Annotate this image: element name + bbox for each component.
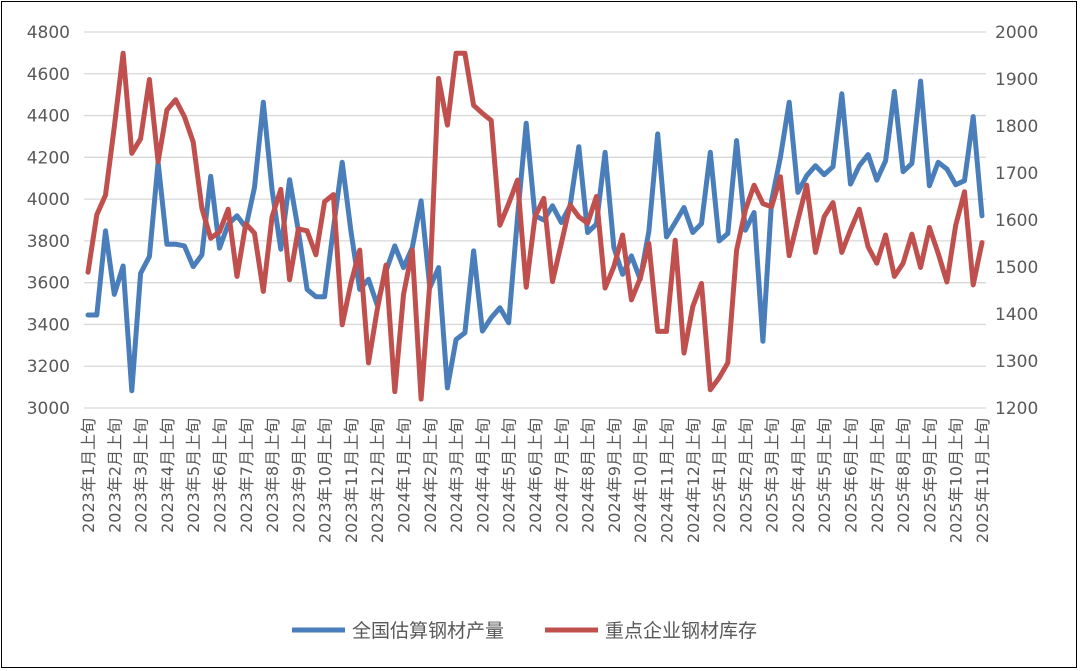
x-tick-label: 2024年4月上旬 xyxy=(473,418,492,533)
x-tick-label: 2025年2月上旬 xyxy=(736,418,755,533)
x-tick-label: 2024年11月上旬 xyxy=(657,418,676,543)
x-tick-label: 2025年3月上旬 xyxy=(763,418,782,533)
x-tick-label: 2024年8月上旬 xyxy=(579,418,598,533)
legend-label-inventory: 重点企业钢材库存 xyxy=(605,620,757,642)
x-tick-label: 2023年1月上旬 xyxy=(79,418,98,533)
right-tick-label: 1300 xyxy=(995,352,1038,372)
x-tick-label: 2024年1月上旬 xyxy=(395,418,414,533)
x-tick-label: 2024年3月上旬 xyxy=(447,418,466,533)
right-tick-label: 2000 xyxy=(995,23,1038,43)
left-tick-label: 3000 xyxy=(27,399,70,419)
inventory-series-line xyxy=(85,50,985,402)
right-tick-label: 1400 xyxy=(995,305,1038,325)
x-tick-label: 2024年9月上旬 xyxy=(605,418,624,533)
right-y-axis: 1200 1300 1400 1500 1600 1700 1800 1900 2000 xyxy=(995,23,1038,419)
left-tick-label: 3200 xyxy=(27,357,70,377)
left-tick-label: 4800 xyxy=(27,23,70,43)
x-tick-label: 2025年1月上旬 xyxy=(710,418,729,533)
x-tick-label: 2024年12月上旬 xyxy=(684,418,703,543)
legend-label-production: 全国估算钢材产量 xyxy=(352,620,504,642)
x-tick-label: 2023年3月上旬 xyxy=(132,418,151,533)
right-tick-label: 1200 xyxy=(995,399,1038,419)
x-tick-label: 2025年7月上旬 xyxy=(868,418,887,533)
left-y-axis: 3000 3200 3400 3600 3800 4000 4200 4400 4600 4800 xyxy=(27,23,70,419)
x-tick-label: 2025年8月上旬 xyxy=(894,418,913,533)
left-tick-label: 4400 xyxy=(27,107,70,127)
x-tick-label: 2024年2月上旬 xyxy=(421,418,440,533)
left-tick-label: 3600 xyxy=(27,274,70,294)
x-tick-label: 2025年9月上旬 xyxy=(920,418,939,533)
x-tick-label: 2023年5月上旬 xyxy=(184,418,203,533)
x-tick-label: 2023年8月上旬 xyxy=(263,418,282,533)
x-tick-label: 2023年7月上旬 xyxy=(237,418,256,533)
x-tick-label: 2025年4月上旬 xyxy=(789,418,808,533)
right-tick-label: 1800 xyxy=(995,117,1038,137)
legend: 全国估算钢材产量 重点企业钢材库存 xyxy=(292,620,757,642)
x-tick-label: 2024年7月上旬 xyxy=(552,418,571,533)
left-tick-label: 4200 xyxy=(27,148,70,168)
x-tick-label: 2025年6月上旬 xyxy=(842,418,861,533)
left-tick-label: 4000 xyxy=(27,190,70,210)
x-tick-label: 2023年4月上旬 xyxy=(158,418,177,533)
x-tick-label: 2025年10月上旬 xyxy=(947,418,966,543)
x-tick-label: 2023年2月上旬 xyxy=(105,418,124,533)
x-tick-label: 2025年11月上旬 xyxy=(973,418,992,543)
x-tick-label: 2024年10月上旬 xyxy=(631,418,650,543)
x-tick-label: 2024年5月上旬 xyxy=(500,418,519,533)
x-tick-label: 2023年10月上旬 xyxy=(316,418,335,543)
x-tick-label: 2025年5月上旬 xyxy=(815,418,834,533)
x-tick-label: 2023年11月上旬 xyxy=(342,418,361,543)
x-tick-label: 2023年6月上旬 xyxy=(210,418,229,533)
x-tick-label: 2024年6月上旬 xyxy=(526,418,545,533)
left-tick-label: 3400 xyxy=(27,315,70,335)
left-tick-label: 3800 xyxy=(27,232,70,252)
x-tick-label: 2023年9月上旬 xyxy=(289,418,308,533)
right-tick-label: 1600 xyxy=(995,211,1038,231)
right-tick-label: 1500 xyxy=(995,258,1038,278)
right-tick-label: 1700 xyxy=(995,164,1038,184)
left-tick-label: 4600 xyxy=(27,65,70,85)
series-lines xyxy=(85,50,985,402)
x-axis: 2023年1月上旬 2023年2月上旬 2023年3月上旬 2023年4月上旬 2023… xyxy=(79,418,992,543)
x-tick-label: 2023年12月上旬 xyxy=(368,418,387,543)
right-tick-label: 1900 xyxy=(995,70,1038,90)
